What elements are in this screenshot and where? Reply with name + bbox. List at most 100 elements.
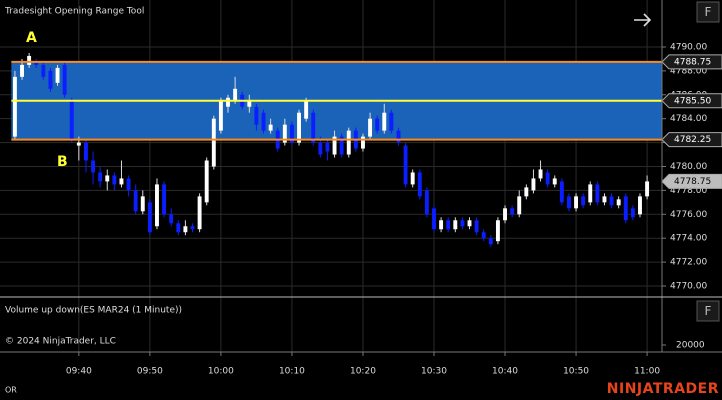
x-tick-label: 11:00: [634, 367, 660, 377]
candle-body: [268, 124, 273, 131]
candle-body: [318, 142, 323, 155]
volume-panel-title: Volume up down(ES MAR24 (1 Minute)): [5, 306, 182, 316]
candle-body: [417, 172, 422, 197]
y-tick-label: 4780.00: [670, 162, 707, 172]
x-tick-label: 10:30: [421, 367, 447, 377]
candle-body: [389, 112, 394, 131]
y-tick-label: 4784.00: [670, 114, 707, 124]
candle-body: [432, 208, 436, 230]
candle-body: [311, 112, 316, 143]
candle-body: [623, 196, 628, 221]
candle-body: [566, 196, 571, 209]
candle-body: [140, 196, 145, 212]
x-tick-label: 10:10: [279, 367, 305, 377]
candle-body: [552, 178, 557, 185]
candle-body: [446, 220, 451, 230]
candle-body: [503, 208, 507, 221]
candle-body: [346, 130, 351, 155]
candle-body: [211, 118, 216, 167]
candle-body: [204, 160, 209, 203]
candle-body: [474, 220, 479, 233]
candle-body: [410, 172, 415, 185]
candle-body: [282, 124, 287, 143]
candle-body: [297, 112, 301, 143]
candle-body: [424, 190, 429, 215]
candle-body: [481, 232, 486, 239]
candle-body: [119, 178, 124, 185]
candle-body: [538, 169, 543, 179]
candle-body: [155, 184, 159, 227]
y-tick-label: 4772.00: [670, 258, 707, 268]
f-button-label[interactable]: F: [705, 304, 712, 318]
candle-body: [396, 130, 401, 143]
candle-body: [559, 181, 564, 203]
candle-body: [638, 196, 642, 215]
volume-tick-label: 20000: [676, 341, 705, 351]
price-flag: [661, 93, 722, 109]
candle-body: [630, 208, 635, 218]
f-button[interactable]: [696, 1, 720, 23]
candle-body: [55, 67, 60, 83]
f-button[interactable]: [696, 300, 720, 322]
candle-body: [304, 100, 309, 119]
candle-body: [126, 178, 131, 191]
y-tick-label: 4770.00: [670, 282, 707, 292]
candle-body: [609, 196, 614, 206]
candle-body: [339, 136, 344, 155]
price-flag-label: 4785.50: [674, 96, 711, 106]
candle-body: [289, 124, 294, 143]
candle-body: [183, 226, 188, 233]
candle-body: [76, 142, 81, 146]
candle-body: [332, 136, 337, 155]
candle-body: [27, 55, 32, 65]
price-flag: [661, 173, 722, 189]
candle-body: [105, 175, 110, 182]
candle-body: [510, 208, 515, 215]
candle-body: [169, 214, 174, 224]
candle-body: [375, 118, 380, 131]
candle-body: [531, 178, 536, 191]
x-tick-label: 10:20: [350, 367, 376, 377]
candle-body: [467, 220, 472, 227]
candle-layer: [12, 52, 650, 248]
candle-body: [41, 64, 46, 77]
price-flag-label: 4788.75: [674, 57, 711, 67]
y-tick-label: 4778.00: [670, 186, 707, 196]
x-tick-label: 10:00: [208, 367, 234, 377]
candle-body: [460, 220, 465, 227]
copyright: © 2024 NinjaTrader, LLC: [5, 337, 116, 347]
candle-body: [233, 88, 238, 101]
candle-body: [439, 220, 444, 230]
candle-body: [133, 190, 138, 212]
arrow-icon[interactable]: [634, 13, 652, 27]
candle-body: [524, 187, 529, 197]
candle-body: [595, 184, 600, 203]
candle-body: [588, 184, 593, 203]
candle-body: [91, 160, 96, 173]
y-tick-label: 4774.00: [670, 234, 707, 244]
f-button-label[interactable]: F: [705, 5, 712, 19]
candle-body: [69, 100, 74, 140]
candle-body: [190, 226, 195, 230]
candle-body: [112, 175, 117, 185]
candle-body: [581, 196, 586, 206]
candle-body: [34, 61, 39, 65]
candle-body: [368, 118, 373, 137]
candle-body: [382, 112, 387, 131]
candle-body: [574, 196, 579, 209]
y-tick-label: 4790.00: [670, 42, 707, 52]
x-tick-label: 09:50: [137, 367, 163, 377]
chart-title: Tradesight Opening Range Tool: [4, 7, 144, 17]
candle-body: [218, 100, 223, 131]
brand-logo: NINJATRADER: [607, 381, 719, 397]
candle-body: [254, 106, 259, 125]
candle-body: [403, 145, 408, 185]
y-tick-label: 4776.00: [670, 210, 707, 220]
candle-body: [197, 196, 202, 230]
y-tick-label: 4788.00: [670, 66, 707, 76]
annotation: A: [26, 30, 37, 46]
candle-body: [645, 181, 650, 197]
candle-body: [602, 196, 607, 203]
price-flag-label: 4782.25: [674, 135, 711, 145]
